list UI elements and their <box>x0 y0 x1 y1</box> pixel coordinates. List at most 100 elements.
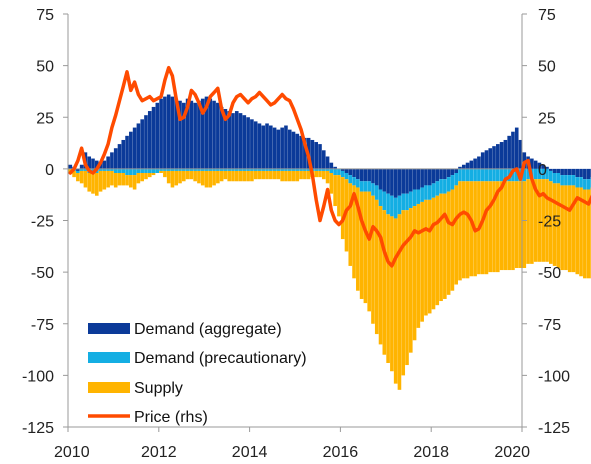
bar-supply <box>337 175 341 217</box>
bar-demand-aggregate <box>76 168 80 171</box>
bar-demand-precautionary <box>401 193 406 211</box>
legend-swatch-demand-precautionary <box>88 352 130 363</box>
bar-supply <box>386 214 390 363</box>
bar-supply <box>503 181 508 271</box>
bar-supply <box>344 179 349 252</box>
bar-demand-precautionary <box>121 168 126 174</box>
bar-demand-aggregate <box>420 168 424 188</box>
bar-demand-precautionary <box>291 168 296 171</box>
bar-supply <box>257 170 262 180</box>
price-line <box>68 65 591 268</box>
bar-demand-precautionary <box>492 168 496 182</box>
bar-demand-aggregate <box>310 139 315 169</box>
bar-supply <box>374 199 379 335</box>
y-tick-label-right: -50 <box>538 265 561 282</box>
bar-demand-precautionary <box>420 187 424 202</box>
bar-demand-aggregate <box>219 106 224 169</box>
bar-supply <box>261 170 266 180</box>
bar-supply <box>219 170 224 182</box>
bar-demand-aggregate <box>325 156 330 169</box>
bar-demand-precautionary <box>303 168 307 171</box>
legend-item-demand-precautionary: Demand (precautionary) <box>88 350 307 367</box>
bar-demand-aggregate <box>393 168 398 198</box>
bar-demand-aggregate <box>484 150 489 169</box>
bar-supply <box>242 170 247 182</box>
bar-demand-aggregate <box>284 125 288 169</box>
bar-demand-aggregate <box>477 156 481 169</box>
bar-demand-precautionary <box>155 168 160 174</box>
bar-demand-precautionary <box>405 193 409 211</box>
bar-demand-precautionary <box>299 168 303 171</box>
bar-supply <box>480 181 485 275</box>
bar-demand-precautionary <box>348 175 353 184</box>
bar-demand-precautionary <box>125 168 129 176</box>
y-tick-label-left: 75 <box>36 7 54 24</box>
bar-supply <box>359 191 364 299</box>
bar-demand-aggregate <box>439 168 443 180</box>
bar-demand-precautionary <box>382 191 387 211</box>
bar-supply <box>378 206 383 345</box>
bar-supply <box>314 170 319 178</box>
bar-demand-precautionary <box>79 168 84 171</box>
bar-demand-precautionary <box>337 168 341 176</box>
bar-supply <box>204 170 209 188</box>
bar-demand-aggregate <box>552 168 557 174</box>
bar-demand-aggregate <box>564 168 568 176</box>
bar-demand-precautionary <box>76 170 80 174</box>
bar-demand-aggregate <box>499 142 504 169</box>
bar-demand-aggregate <box>155 102 160 169</box>
y-tick-label-left: 25 <box>36 110 54 127</box>
bar-demand-aggregate <box>257 123 262 169</box>
bar-supply <box>458 181 462 281</box>
bar-supply <box>174 170 179 186</box>
bar-demand-precautionary <box>185 168 190 171</box>
bar-demand-precautionary <box>458 168 462 182</box>
bar-demand-aggregate <box>435 168 440 182</box>
bar-demand-aggregate <box>348 168 353 176</box>
bar-demand-precautionary <box>386 193 390 215</box>
bar-demand-precautionary <box>552 173 557 184</box>
x-tick-label: 2016 <box>323 444 359 461</box>
bar-supply <box>556 183 561 268</box>
bar-demand-aggregate <box>386 168 390 194</box>
bar-demand-precautionary <box>567 175 572 186</box>
bar-demand-precautionary <box>571 175 576 186</box>
x-tick-label: 2010 <box>54 444 90 461</box>
bar-demand-aggregate <box>371 168 375 184</box>
bar-demand-precautionary <box>454 173 458 186</box>
bar-supply <box>113 173 118 188</box>
bar-demand-aggregate <box>575 168 580 178</box>
bar-supply <box>530 179 534 264</box>
bar-demand-precautionary <box>295 168 300 171</box>
bar-demand-aggregate <box>174 98 179 169</box>
bar-supply <box>514 181 519 268</box>
bar-demand-precautionary <box>409 191 413 209</box>
bar-demand-aggregate <box>488 148 493 169</box>
bar-supply <box>575 187 580 275</box>
bar-demand-precautionary <box>450 175 455 190</box>
bar-demand-precautionary <box>329 168 334 174</box>
bar-demand-aggregate <box>151 106 156 169</box>
bar-demand-aggregate <box>586 168 591 180</box>
bar-demand-aggregate <box>91 158 95 169</box>
bar-demand-precautionary <box>340 170 345 178</box>
bar-supply <box>352 185 356 279</box>
bar-demand-precautionary <box>147 168 152 174</box>
bar-demand-aggregate <box>110 152 114 169</box>
bar-demand-precautionary <box>412 189 417 207</box>
legend-label-price: Price (rhs) <box>134 409 208 426</box>
bar-demand-aggregate <box>216 102 220 169</box>
bar-demand-aggregate <box>200 98 205 169</box>
bar-demand-aggregate <box>412 168 417 190</box>
bar-supply <box>526 179 530 264</box>
bar-demand-aggregate <box>113 148 118 169</box>
bar-supply <box>363 191 368 304</box>
bar-supply <box>321 170 326 180</box>
bar-demand-precautionary <box>117 168 122 174</box>
bar-supply <box>72 170 76 178</box>
y-tick-label-left: -50 <box>31 265 54 282</box>
bar-demand-aggregate <box>465 162 470 169</box>
bar-supply <box>461 181 466 279</box>
bar-demand-aggregate <box>530 158 534 169</box>
bar-supply <box>567 185 572 273</box>
